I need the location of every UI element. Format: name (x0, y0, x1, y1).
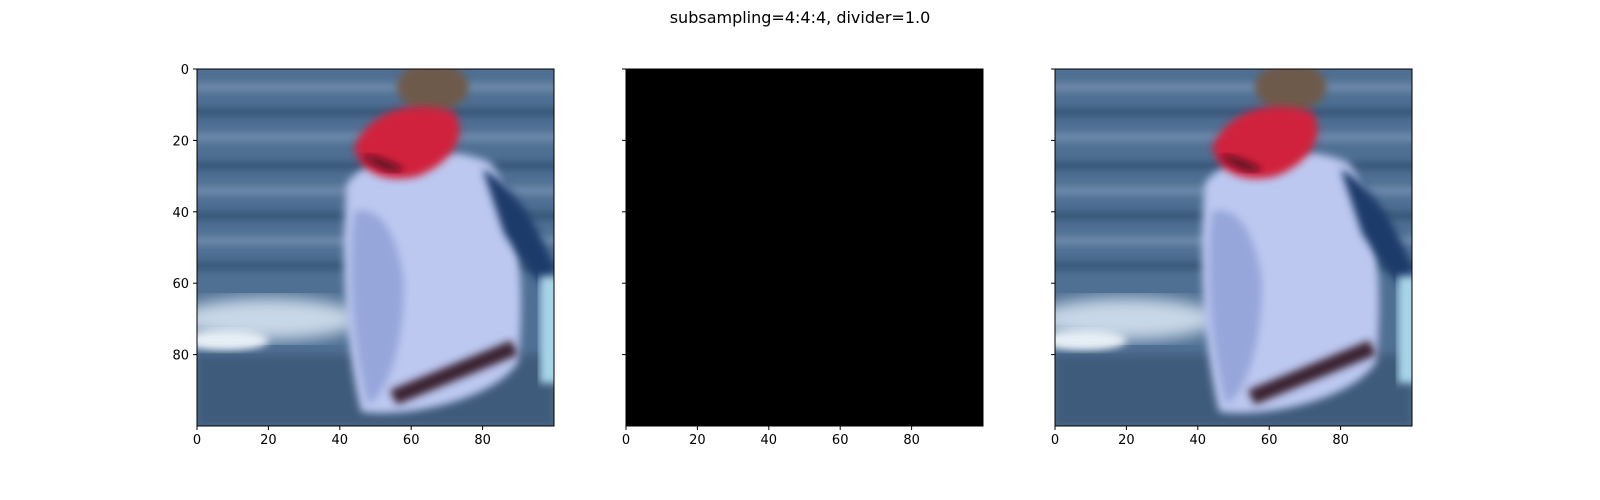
y-tick-label: 80 (172, 349, 189, 364)
black-image (626, 69, 983, 426)
image-panel: 0 20 40 60 80 0 20 40 60 80 (172, 63, 555, 448)
x-tick-label: 60 (1261, 433, 1278, 448)
x-tick-label: 80 (903, 433, 920, 448)
water-right-light (1397, 276, 1412, 384)
image-panel: 0 20 40 60 80 (1051, 68, 1413, 448)
x-tick-label: 40 (761, 433, 778, 448)
water-ripple (197, 108, 554, 117)
y-tick-label: 60 (172, 277, 189, 292)
water-ripple (197, 83, 554, 92)
figure-suptitle: subsampling=4:4:4, divider=1.0 (669, 8, 931, 27)
photo-content (1055, 69, 1412, 426)
water-foam (197, 297, 362, 341)
water-foam-highlight (197, 329, 269, 352)
axes-frame (196, 68, 555, 427)
x-tick-label: 80 (474, 433, 491, 448)
x-tick-label: 20 (689, 433, 706, 448)
x-tick-label: 0 (193, 433, 201, 448)
x-tick-label: 20 (260, 433, 277, 448)
image-panel: 0 20 40 60 80 (622, 68, 984, 448)
x-tick-label: 60 (832, 433, 849, 448)
x-tick-label: 60 (403, 433, 420, 448)
axes-frame (1054, 68, 1413, 427)
image-area (1055, 69, 1412, 426)
x-tick-label: 0 (622, 433, 630, 448)
photo-content (197, 69, 554, 426)
y-tick-label: 0 (181, 63, 189, 78)
jacket-shadow (351, 210, 405, 405)
water-foam-highlight (1055, 329, 1127, 352)
strap (389, 340, 519, 405)
hair (396, 69, 469, 112)
hood-shadow (361, 154, 405, 172)
x-tick-label: 0 (1051, 433, 1059, 448)
x-tick-label: 40 (1190, 433, 1207, 448)
x-tick-label: 40 (332, 433, 349, 448)
dark-back-stripe (1340, 168, 1412, 291)
x-tick-label: 80 (1332, 433, 1349, 448)
jacket-shadow (1209, 210, 1263, 405)
hair (1254, 69, 1327, 112)
image-area (197, 69, 554, 426)
dark-back-stripe (482, 168, 554, 291)
strap (1247, 340, 1377, 405)
y-tick-label: 40 (172, 206, 189, 221)
y-tick-label: 20 (172, 134, 189, 149)
water-ripple (1055, 83, 1412, 92)
x-tick-label: 20 (1118, 433, 1135, 448)
water-ripple (1055, 108, 1412, 117)
water-right-light (539, 276, 554, 384)
image-area (626, 69, 983, 426)
hood-shadow (1219, 154, 1263, 172)
water-foam (1055, 297, 1220, 341)
axes-frame (625, 68, 984, 427)
